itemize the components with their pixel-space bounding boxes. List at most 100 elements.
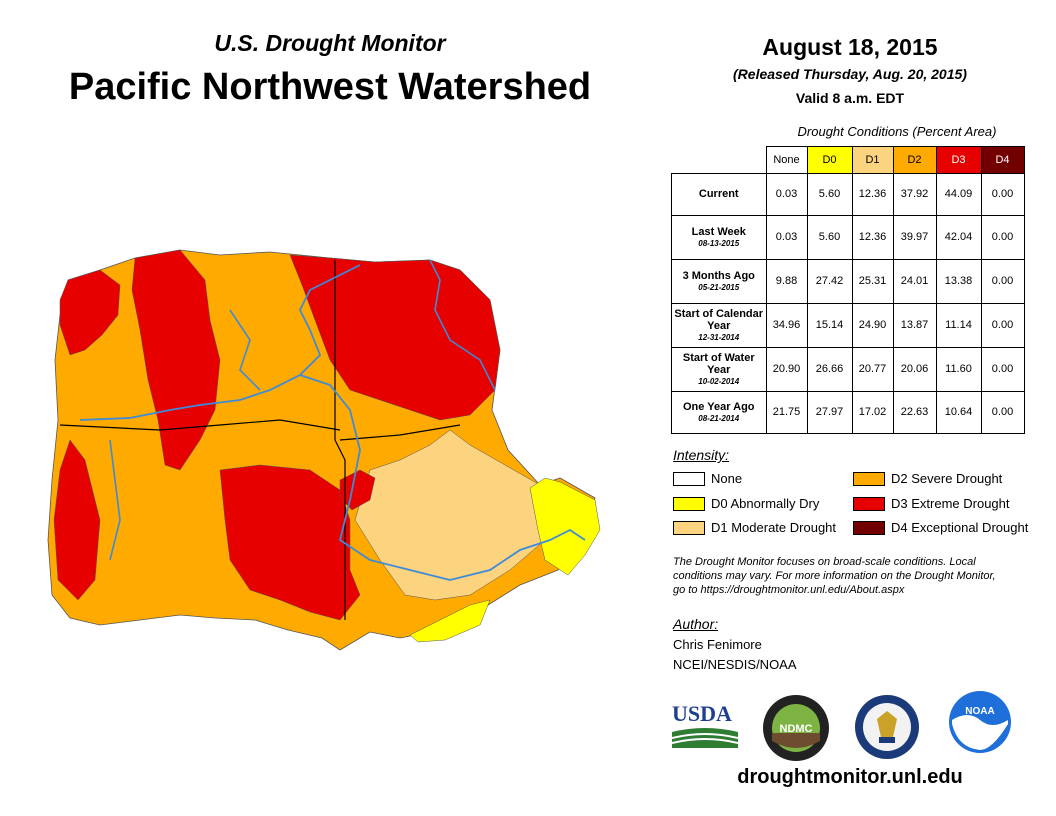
map-date: August 18, 2015 xyxy=(762,34,938,60)
cell-value: 0.00 xyxy=(980,214,1025,260)
cell-value: 27.97 xyxy=(806,390,853,434)
legend-d3-label: D3 Extreme Drought xyxy=(891,496,1010,511)
row-label: Current xyxy=(671,172,767,216)
region-d3-central-or xyxy=(219,464,361,621)
boundary-lines xyxy=(59,260,461,620)
cell-value: 0.00 xyxy=(980,258,1025,304)
legend-d1-label: D1 Moderate Drought xyxy=(711,520,837,535)
table-row: Current 0.03 5.60 12.36 37.92 44.09 0.00 xyxy=(671,172,1025,216)
ndmc-logo-text: NDMC xyxy=(780,723,813,735)
disclaimer-note: The Drought Monitor focuses on broad-sca… xyxy=(673,556,996,596)
cell-value: 20.06 xyxy=(892,346,937,392)
cell-value: 24.90 xyxy=(851,302,894,348)
cell-value: 0.03 xyxy=(765,172,808,216)
swatch-d0 xyxy=(673,496,705,511)
row-label-text: Start of Calendar Year xyxy=(674,307,764,333)
row-label: Start of Calendar Year 12-31-2014 xyxy=(671,302,767,348)
author-name: Chris Fenimore xyxy=(673,637,762,652)
valid-time: Valid 8 a.m. EDT xyxy=(795,90,905,106)
cell-value: 37.92 xyxy=(892,172,937,216)
cell-value: 0.00 xyxy=(980,390,1025,434)
legend-heading: Intensity: xyxy=(673,447,730,463)
row-date: 05-21-2015 xyxy=(698,282,740,292)
river-snake xyxy=(299,374,586,581)
cell-value: 10.64 xyxy=(935,390,982,434)
table-header-row: None D0 D1 D2 D3 D4 xyxy=(672,146,1025,174)
swatch-d1 xyxy=(673,520,705,535)
cell-value: 39.97 xyxy=(892,214,937,260)
cell-value: 9.88 xyxy=(765,258,808,304)
swatch-d2 xyxy=(853,471,885,486)
conditions-table: None D0 D1 D2 D3 D4 Current 0.03 5.60 12.36… xyxy=(671,146,1025,434)
col-d3: D3 xyxy=(935,146,982,174)
legend-d4: D4 Exceptional Drought xyxy=(853,520,1028,535)
usda-logo: USDA xyxy=(671,701,739,750)
author-heading: Author: xyxy=(673,616,719,632)
cell-value: 11.60 xyxy=(935,346,982,392)
usda-logo-text: USDA xyxy=(672,701,732,726)
row-label: 3 Months Ago 05-21-2015 xyxy=(671,258,767,304)
legend-d0-label: D0 Abnormally Dry xyxy=(711,496,820,511)
legend-none-label: None xyxy=(711,471,743,486)
cell-value: 27.42 xyxy=(806,258,853,304)
ndmc-logo: NDMC xyxy=(763,695,829,761)
row-label-text: Current xyxy=(698,187,739,200)
cell-value: 22.63 xyxy=(892,390,937,434)
swatch-d3 xyxy=(853,496,885,511)
legend-d3: D3 Extreme Drought xyxy=(853,496,1010,511)
col-d4: D4 xyxy=(980,146,1025,174)
table-row: One Year Ago 08-21-2014 21.75 27.97 17.02 22.… xyxy=(671,390,1025,434)
table-row: Last Week 08-13-2015 0.03 5.60 12.36 39.97 42.… xyxy=(671,214,1025,260)
row-label: One Year Ago 08-21-2014 xyxy=(671,390,767,434)
cell-value: 20.90 xyxy=(765,346,808,392)
row-label-text: One Year Ago xyxy=(682,401,755,414)
noaa-logo-text: NOAA xyxy=(965,706,994,717)
legend-d2: D2 Severe Drought xyxy=(853,471,1002,486)
row-date: 08-13-2015 xyxy=(698,238,740,248)
cell-value: 20.77 xyxy=(851,346,894,392)
col-d2: D2 xyxy=(892,146,937,174)
cell-value: 13.38 xyxy=(935,258,982,304)
row-date: 08-21-2014 xyxy=(698,413,740,423)
region-d3-cascades xyxy=(131,249,221,471)
cell-value: 12.36 xyxy=(851,172,894,216)
cell-value: 12.36 xyxy=(851,214,894,260)
region-d3-blue-mtns xyxy=(339,469,376,511)
region-d3-or-coast xyxy=(53,439,101,601)
table-caption: Drought Conditions (Percent Area) xyxy=(797,124,997,139)
cell-value: 17.02 xyxy=(851,390,894,434)
cell-value: 11.14 xyxy=(935,302,982,348)
cell-value: 13.87 xyxy=(892,302,937,348)
table-row: 3 Months Ago 05-21-2015 9.88 27.42 25.31 24.0… xyxy=(671,258,1025,304)
cell-value: 26.66 xyxy=(806,346,853,392)
river-yakima xyxy=(229,309,261,391)
river-clark-fork xyxy=(429,259,496,391)
legend-d4-label: D4 Exceptional Drought xyxy=(891,520,1029,535)
noaa-logo: NOAA xyxy=(949,691,1011,753)
row-label-text: 3 Months Ago xyxy=(682,270,755,283)
cell-value: 0.00 xyxy=(980,172,1025,216)
website-url[interactable]: droughtmonitor.unl.edu xyxy=(737,766,963,788)
commerce-seal-icon xyxy=(855,695,919,759)
cell-value: 5.60 xyxy=(806,214,853,260)
legend-d1: D1 Moderate Drought xyxy=(673,520,836,535)
cell-value: 0.00 xyxy=(980,302,1025,348)
cell-value: 5.60 xyxy=(806,172,853,216)
swatch-none xyxy=(673,471,705,486)
cell-value: 44.09 xyxy=(935,172,982,216)
drought-map xyxy=(47,249,601,651)
region-d0-south xyxy=(409,599,491,643)
region-d0-east xyxy=(529,477,601,576)
release-date: (Released Thursday, Aug. 20, 2015) xyxy=(733,66,967,82)
legend-d0: D0 Abnormally Dry xyxy=(673,496,819,511)
legend-none: None xyxy=(673,471,742,486)
cell-value: 42.04 xyxy=(935,214,982,260)
row-label: Last Week 08-13-2015 xyxy=(671,214,767,260)
col-d0: D0 xyxy=(806,146,853,174)
col-d1: D1 xyxy=(851,146,894,174)
row-label-text: Last Week xyxy=(691,226,746,239)
usda-hills-icon xyxy=(671,728,739,748)
swatch-d4 xyxy=(853,520,885,535)
cell-value: 24.01 xyxy=(892,258,937,304)
row-label: Start of Water Year 10-02-2014 xyxy=(671,346,767,392)
